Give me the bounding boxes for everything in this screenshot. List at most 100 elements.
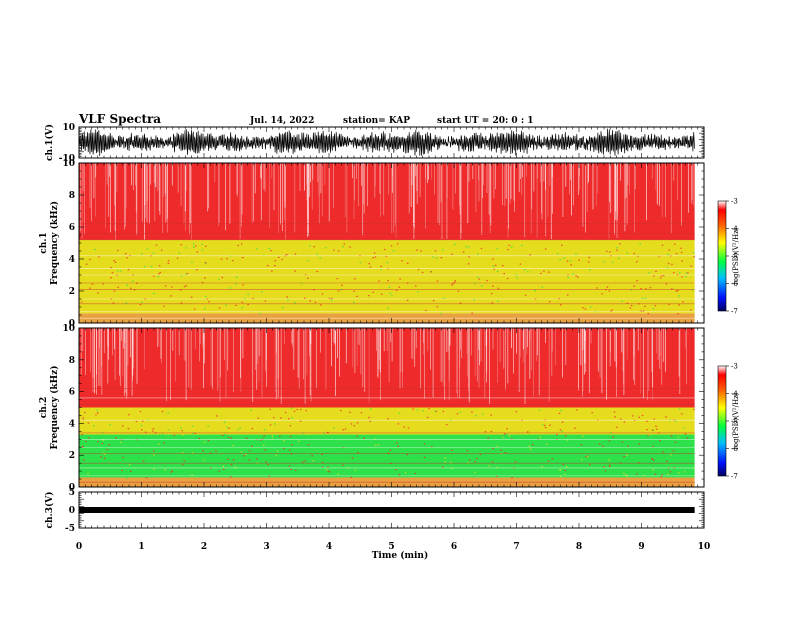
spectrogram-streak — [681, 163, 682, 226]
spectrogram-speckle — [492, 285, 494, 287]
spectrogram-streak — [659, 328, 661, 356]
spectrogram-speckle — [490, 414, 492, 416]
spectrogram-speckle — [672, 450, 675, 452]
spectrogram-speckle — [117, 249, 119, 252]
spectrogram-speckle — [527, 431, 529, 433]
spectrogram-speckle — [678, 304, 680, 306]
spectrogram-speckle — [612, 436, 614, 438]
spectrogram-speckle — [232, 444, 234, 447]
spectrogram-speckle — [567, 269, 570, 271]
spectrogram-speckle — [372, 291, 374, 293]
spectrogram-streak — [584, 328, 586, 364]
spectrogram-streak — [401, 328, 403, 373]
spectrogram-speckle — [164, 464, 167, 466]
spectrogram-streak — [530, 163, 532, 235]
spectrogram-streak — [383, 328, 385, 352]
spectrogram-streak — [303, 328, 304, 380]
spectrogram-speckle — [678, 408, 681, 410]
spectrogram-speckle — [602, 445, 604, 447]
spectrogram-speckle — [541, 466, 543, 468]
spectrogram-streak — [621, 328, 623, 353]
spectrogram-streak — [614, 328, 616, 362]
spectrogram-speckle — [640, 442, 643, 444]
spectrogram-speckle — [270, 250, 272, 252]
spectrogram-speckle — [294, 459, 297, 462]
y-tick-label-2-4: 4 — [69, 255, 75, 265]
spectrogram-speckle — [564, 473, 566, 475]
spectrogram-speckle — [221, 276, 224, 279]
spectrogram-speckle — [629, 307, 632, 309]
spectrogram-speckle — [673, 273, 676, 275]
spectrogram-speckle — [278, 256, 280, 258]
spectrogram-speckle — [442, 466, 444, 468]
spectrogram-speckle — [640, 310, 642, 312]
spectrogram-streak — [449, 328, 451, 346]
spectrogram-speckle — [693, 252, 695, 254]
spectrogram-streak — [471, 328, 472, 356]
spectrogram-speckle — [104, 453, 106, 455]
spectrogram-streak — [145, 163, 146, 218]
spectrogram-speckle — [356, 422, 359, 424]
spectrogram-speckle — [654, 305, 657, 307]
spectrogram-speckle — [555, 281, 557, 284]
spectrogram-speckle — [673, 272, 675, 274]
spectrogram-speckle — [678, 472, 680, 474]
spectrogram-streak — [592, 163, 594, 210]
spectrogram-speckle — [210, 469, 213, 471]
spectrogram-streak — [478, 328, 480, 350]
spectrogram-streak — [427, 328, 429, 352]
spectrogram-speckle — [661, 474, 663, 476]
spectrogram-streak — [362, 163, 364, 236]
spectrogram-streak — [367, 163, 368, 207]
spectrogram-speckle — [638, 462, 640, 464]
spectrogram-speckle — [288, 418, 290, 420]
spectrogram-speckle — [279, 435, 281, 437]
spectrogram-speckle — [193, 246, 195, 248]
date-label: Jul. 14, 2022 — [249, 116, 314, 126]
spectrogram-streak — [275, 328, 277, 400]
spectrogram-speckle — [589, 306, 592, 308]
spectrogram-speckle — [541, 424, 544, 426]
spectrogram-speckle — [641, 414, 644, 416]
y-axis-label-line: ch.2 — [39, 397, 49, 418]
spectrogram-speckle — [629, 414, 631, 416]
spectrogram-speckle — [455, 313, 457, 315]
spectrogram-speckle — [418, 269, 421, 271]
spectrogram-streak — [150, 163, 152, 185]
spectrogram-speckle — [450, 461, 452, 463]
spectrogram-speckle — [224, 433, 226, 436]
spectrogram-speckle — [126, 257, 128, 259]
spectrogram-speckle — [315, 310, 317, 312]
spectrogram-speckle — [316, 293, 318, 296]
spectrogram-speckle — [294, 270, 296, 272]
spectrogram-streak — [273, 163, 275, 211]
spectrogram-streak — [448, 328, 450, 361]
spectrogram-streak — [185, 163, 187, 191]
spectrogram-speckle — [569, 260, 572, 262]
spectrogram-streak — [661, 328, 663, 385]
spectrogram-speckle — [378, 280, 380, 282]
spectrogram-speckle — [679, 272, 681, 274]
spectrogram-streak — [124, 328, 125, 396]
spectrogram-speckle — [296, 408, 299, 410]
spectrogram-speckle — [531, 444, 534, 446]
spectrogram-speckle — [649, 287, 652, 289]
spectrogram-streak — [670, 163, 672, 234]
spectrogram-speckle — [288, 465, 291, 467]
spectrogram-streak — [135, 163, 137, 212]
y-tick-label-1--10: -10 — [59, 154, 75, 164]
spectrogram-speckle — [202, 450, 204, 452]
spectrogram-speckle — [493, 307, 495, 309]
spectrogram-speckle — [577, 276, 579, 278]
spectrogram-speckle — [302, 461, 304, 463]
spectrogram-speckle — [294, 253, 297, 255]
spectrogram-streak — [684, 328, 686, 349]
spectrogram-speckle — [490, 430, 493, 433]
spectrogram-speckle — [638, 443, 641, 445]
spectrogram-streak — [251, 163, 253, 224]
spectrogram-speckle — [329, 466, 331, 468]
spectrogram-speckle — [686, 437, 689, 439]
spectrogram-speckle — [201, 249, 204, 251]
spectrogram-speckle — [181, 464, 184, 466]
spectrogram-speckle — [119, 270, 122, 272]
